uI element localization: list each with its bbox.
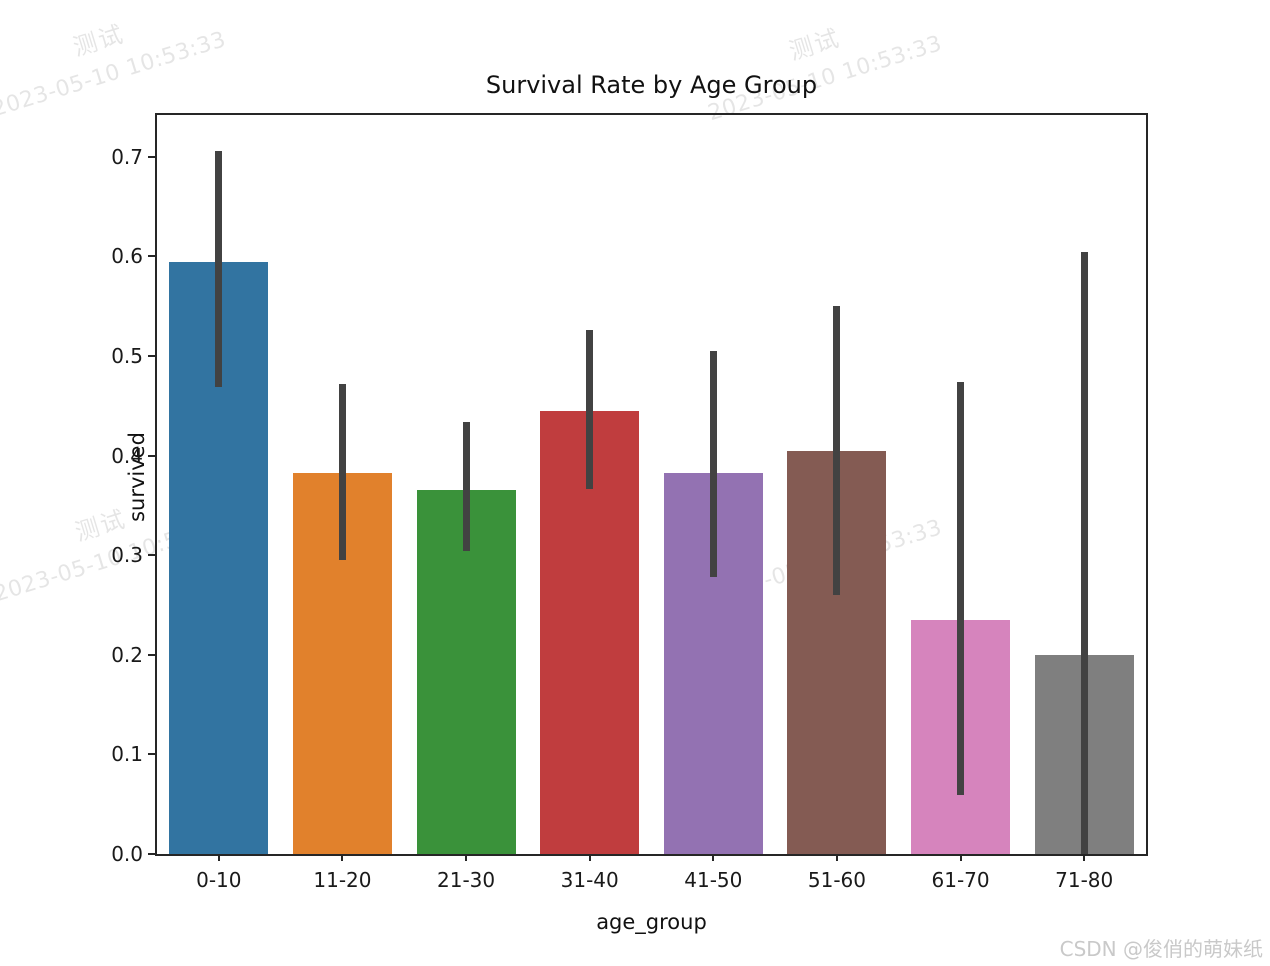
x-axis-label: age_group: [596, 910, 707, 934]
x-tick-label: 11-20: [313, 868, 372, 892]
y-tick-mark: [148, 753, 155, 756]
x-tick-label: 61-70: [931, 868, 990, 892]
x-tick-mark: [465, 854, 468, 861]
x-tick-mark: [217, 854, 220, 861]
y-tick-mark: [148, 853, 155, 855]
y-tick-label: 0.2: [111, 642, 143, 667]
error-bar-41-50: [709, 351, 717, 578]
y-tick-label: 0.1: [111, 742, 143, 767]
y-tick-mark: [148, 454, 155, 457]
error-bar-51-60: [833, 306, 841, 596]
error-bar-31-40: [586, 330, 594, 490]
y-tick-label: 0.5: [111, 344, 143, 369]
y-tick-mark: [148, 255, 155, 258]
y-tick-mark: [148, 653, 155, 656]
x-tick-mark: [588, 854, 591, 861]
y-tick-label: 0.4: [111, 443, 143, 468]
x-tick-label: 51-60: [807, 868, 866, 892]
x-tick-label: 21-30: [437, 868, 496, 892]
error-bar-71-80: [1080, 252, 1088, 854]
y-tick-label: 0.0: [111, 842, 143, 866]
error-bar-11-20: [338, 383, 346, 561]
y-tick-mark: [148, 155, 155, 158]
x-tick-mark: [341, 854, 344, 861]
error-bar-0-10: [215, 150, 223, 387]
x-tick-label: 0-10: [196, 868, 242, 892]
x-tick-mark: [959, 854, 962, 861]
y-tick-mark: [148, 355, 155, 358]
x-tick-mark: [1083, 854, 1086, 861]
x-tick-label: 71-80: [1055, 868, 1114, 892]
y-tick-label: 0.7: [111, 144, 143, 169]
error-bar-61-70: [957, 381, 965, 796]
csdn-watermark: CSDN @俊俏的萌妹纸: [1059, 937, 1263, 961]
x-tick-mark: [835, 854, 838, 861]
x-tick-label: 31-40: [560, 868, 619, 892]
x-tick-label: 41-50: [684, 868, 743, 892]
plot-area: survived 0.0 0.1 0.2 0.3 0.4 0.5 0.6 0.7 0-10 11-…: [111, 113, 1148, 892]
error-bar-21-30: [462, 421, 470, 552]
watermark-stamp: 测试 2023-05-10 10:53:33: [0, 0, 231, 128]
x-tick-mark: [712, 854, 715, 861]
y-tick-label: 0.6: [111, 244, 143, 269]
y-tick-mark: [148, 554, 155, 557]
chart-title: Survival Rate by Age Group: [485, 71, 818, 99]
y-tick-label: 0.3: [111, 543, 143, 568]
